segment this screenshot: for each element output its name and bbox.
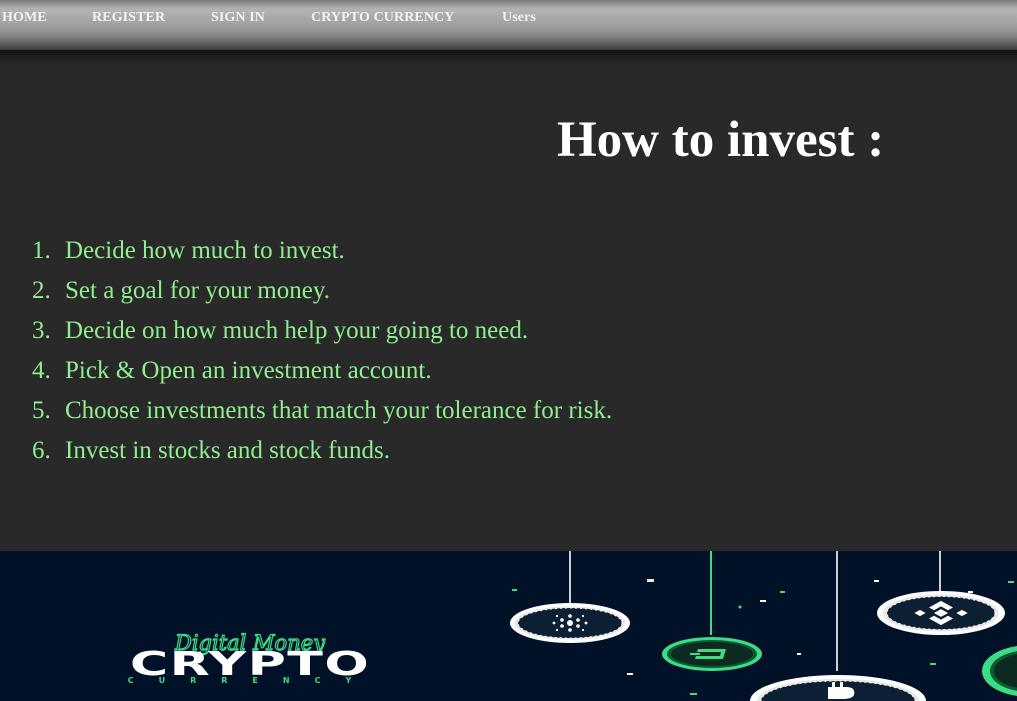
logo-brand: CRYPTO: [130, 645, 370, 684]
list-item-text: Decide how much to invest.: [65, 237, 345, 264]
list-item-number: 4.: [32, 357, 51, 384]
nav-shadow: [0, 50, 1017, 64]
list-item-text: Set a goal for your money.: [65, 277, 330, 304]
list-item-number: 1.: [32, 237, 51, 264]
list-item-number: 5.: [32, 397, 51, 424]
logo-tagline: Digital Money: [174, 631, 326, 655]
list-item-number: 3.: [32, 317, 51, 344]
list-item-number: 6.: [32, 437, 51, 464]
nav-link-users[interactable]: Users: [502, 10, 536, 25]
page-title: How to invest :: [557, 112, 885, 168]
crypto-logo: Digital Money CRYPTO CURRENCY: [128, 630, 377, 685]
list-item-number: 2.: [32, 277, 51, 304]
coin-strings: [569, 551, 941, 671]
dash-coin-icon: [662, 637, 762, 671]
crypto-banner-art: Digital Money CRYPTO CURRENCY: [128, 551, 1017, 701]
list-item-text: Decide on how much help your going to ne…: [65, 317, 529, 344]
list-item-text: Pick & Open an investment account.: [65, 357, 432, 384]
green-coin-icon: [982, 645, 1017, 697]
nav-link-home[interactable]: HOME: [2, 10, 47, 25]
logo-subtext: CURRENCY: [128, 676, 377, 685]
nav-link-sign-in[interactable]: SIGN IN: [211, 10, 265, 25]
bitcoin-coin-icon: [750, 675, 926, 701]
main-content-section: [0, 50, 1017, 551]
binance-coin-icon: [877, 591, 1005, 635]
nav-link-register[interactable]: REGISTER: [92, 10, 166, 25]
top-navigation-bar: HOME REGISTER SIGN IN CRYPTO CURRENCY Us…: [0, 0, 1017, 50]
list-item-text: Choose investments that match your toler…: [65, 397, 613, 424]
list-item-text: Invest in stocks and stock funds.: [65, 437, 390, 464]
cardano-coin-icon: [510, 603, 630, 643]
crypto-banner-image: Digital Money CRYPTO CURRENCY: [0, 551, 1017, 701]
nav-link-crypto-currency[interactable]: CRYPTO CURRENCY: [311, 10, 455, 25]
